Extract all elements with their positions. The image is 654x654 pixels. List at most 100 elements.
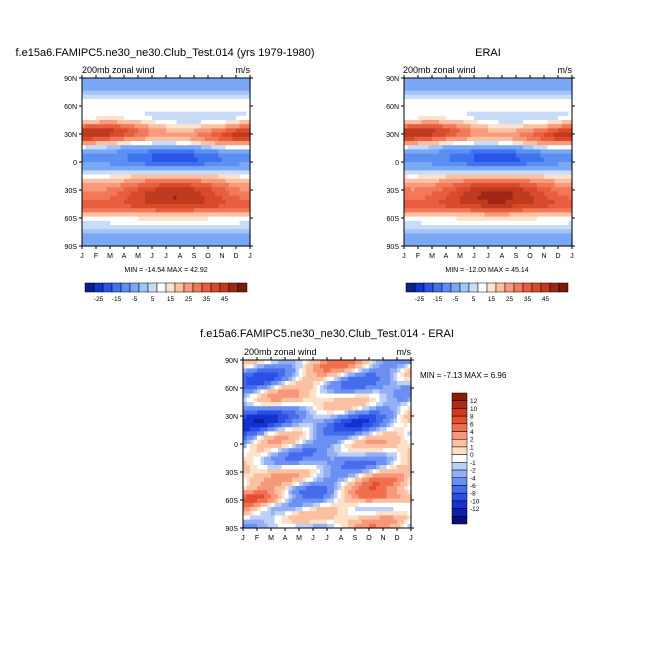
field-cell: [418, 233, 423, 239]
field-cell: [495, 136, 500, 142]
field-cell: [250, 372, 255, 378]
field-cell: [215, 212, 220, 218]
field-cell: [99, 237, 104, 243]
field-cell: [428, 166, 433, 171]
field-cell: [257, 460, 262, 466]
field-cell: [502, 132, 507, 138]
field-cell: [166, 166, 171, 171]
field-cell: [460, 86, 465, 92]
field-cell: [155, 162, 160, 167]
field-cell: [316, 456, 321, 462]
field-cell: [421, 103, 426, 108]
field-cell: [152, 120, 157, 125]
field-cell: [558, 162, 563, 167]
field-cell: [232, 225, 237, 230]
field-cell: [152, 157, 157, 163]
field-cell: [530, 191, 535, 197]
field-cell: [442, 195, 447, 201]
field-cell: [488, 195, 493, 201]
field-cell: [313, 477, 318, 483]
field-cell: [470, 241, 475, 247]
field-cell: [236, 170, 241, 176]
field-cell: [152, 124, 157, 129]
field-cell: [467, 212, 472, 218]
field-cell: [295, 381, 300, 386]
field-cell: [547, 191, 552, 197]
field-cell: [544, 166, 549, 171]
field-cell: [411, 199, 416, 205]
field-cell: [439, 120, 444, 125]
field-cell: [519, 94, 524, 100]
field-cell: [491, 220, 496, 226]
field-cell: [155, 107, 160, 113]
field-cell: [498, 212, 503, 218]
field-cell: [264, 511, 269, 516]
field-cell: [92, 225, 97, 230]
field-cell: [460, 157, 465, 163]
field-cell: [446, 162, 451, 167]
field-cell: [218, 128, 223, 134]
field-cell: [313, 393, 318, 399]
field-cell: [481, 82, 486, 87]
field-cell: [145, 120, 150, 125]
field-cell: [554, 78, 559, 83]
field-cell: [292, 519, 297, 525]
field-cell: [260, 452, 265, 458]
field-cell: [428, 132, 433, 138]
field-cell: [124, 78, 129, 83]
field-cell: [449, 241, 454, 247]
field-cell: [498, 120, 503, 125]
field-cell: [215, 195, 220, 201]
field-cell: [257, 473, 262, 479]
field-cell: [505, 120, 510, 125]
field-cell: [194, 199, 199, 205]
field-cell: [551, 99, 556, 104]
field-cell: [169, 183, 174, 188]
field-cell: [474, 120, 479, 125]
field-cell: [148, 237, 153, 243]
field-cell: [127, 170, 132, 176]
field-cell: [229, 115, 234, 121]
field-cell: [222, 153, 227, 159]
field-cell: [425, 204, 430, 209]
field-cell: [127, 241, 132, 247]
field-cell: [166, 141, 171, 146]
field-cell: [299, 494, 304, 500]
field-cell: [288, 498, 293, 504]
field-cell: [197, 128, 202, 134]
field-cell: [180, 103, 185, 108]
field-cell: [428, 208, 433, 213]
field-cell: [414, 170, 419, 176]
field-cell: [236, 153, 241, 159]
field-cell: [292, 481, 297, 487]
field-cell: [505, 220, 510, 226]
field-cell: [292, 385, 297, 390]
field-cell: [309, 431, 314, 437]
field-cell: [523, 220, 528, 226]
field-cell: [257, 372, 262, 378]
field-cell: [166, 212, 171, 218]
field-cell: [264, 439, 269, 445]
field-cell: [243, 486, 248, 491]
field-cell: [194, 94, 199, 100]
field-cell: [544, 90, 549, 96]
field-cell: [432, 212, 437, 218]
field-cell: [495, 132, 500, 138]
field-cell: [498, 94, 503, 100]
field-cell: [187, 183, 192, 188]
field-cell: [166, 170, 171, 176]
field-cell: [477, 124, 482, 129]
field-cell: [516, 111, 521, 117]
field-cell: [264, 364, 269, 369]
field-cell: [502, 145, 507, 150]
field-cell: [225, 145, 230, 150]
field-cell: [491, 115, 496, 121]
field-cell: [267, 498, 272, 504]
field-cell: [141, 162, 146, 167]
field-cell: [96, 94, 101, 100]
field-cell: [544, 187, 549, 192]
field-cell: [530, 90, 535, 96]
field-cell: [208, 237, 213, 243]
field-cell: [442, 216, 447, 222]
field-cell: [540, 208, 545, 213]
